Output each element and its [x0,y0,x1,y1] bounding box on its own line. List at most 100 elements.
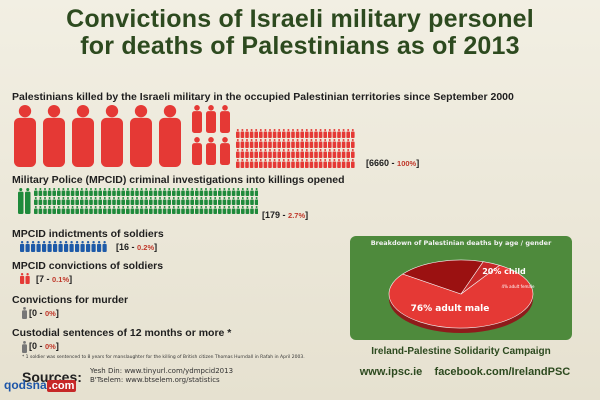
person-icon [66,188,70,196]
person-icon [272,149,277,158]
person-icon [245,149,249,158]
person-icon [176,197,181,205]
person-icon [84,188,89,196]
person-icon [199,197,204,205]
person-icon [351,139,355,148]
campaign-name: Ireland-Palestine Solidarity Campaign [371,346,551,357]
person-icon [250,188,254,196]
person-icon [89,188,93,196]
person-icon [240,139,245,148]
person-icon [43,206,47,214]
person-icon [20,241,25,252]
person-icon [107,188,112,196]
person-icon [98,206,102,214]
person-icon [249,149,254,158]
person-icon [222,188,227,196]
investigations-label: Military Police (MPCID) criminal investi… [12,174,345,186]
person-icon [149,197,153,205]
person-icon [254,188,258,196]
person-icon [245,159,249,168]
person-icon [236,149,240,158]
person-icon [22,341,27,353]
person-icon [236,129,240,138]
person-icon [346,139,350,148]
person-icon [52,188,56,196]
person-icon [64,241,69,252]
person-icon [159,105,181,167]
person-icon [341,149,346,158]
person-icon [268,149,272,158]
pie-label: 4% adult female [502,284,535,289]
person-icon [112,197,116,205]
killed-label: Palestinians killed by the Israeli milit… [12,91,514,103]
person-icon [176,206,181,214]
person-icon [259,159,263,168]
person-icon [75,188,79,196]
person-icon [277,159,281,168]
person-icon [314,139,318,148]
person-icon [305,149,309,158]
person-icon [80,206,84,214]
indictments-label: MPCID indictments of soldiers [12,228,164,240]
person-icon [245,188,250,196]
custodial-label: Custodial sentences of 12 months or more… [12,327,232,339]
custodial-count: [0 - 0%] [29,341,59,351]
person-icon [300,149,304,158]
person-icon [61,206,66,214]
murder-icons [20,307,30,319]
person-icon [268,129,272,138]
person-icon [130,188,135,196]
person-icon [241,188,245,196]
person-icon [103,197,107,205]
person-icon [245,206,250,214]
person-icon [263,149,268,158]
indictments-icons [20,241,110,253]
killed-icons [14,103,364,169]
person-icon [181,206,185,214]
person-icon [172,197,176,205]
website-link[interactable]: www.ipsc.ie [359,366,423,378]
convictions-count: [7 - 0.1%] [36,274,73,284]
person-icon [181,188,185,196]
person-icon [75,241,80,252]
person-icon [332,139,337,148]
person-icon [31,241,36,252]
person-icon [254,149,258,158]
person-icon [259,129,263,138]
person-icon [351,129,355,138]
person-icon [14,105,36,167]
person-icon [89,206,93,214]
person-icon [208,197,213,205]
person-icon [240,159,245,168]
facebook-link[interactable]: facebook.com/IrelandPSC [434,366,571,378]
person-icon [103,188,107,196]
person-icon [351,159,355,168]
person-icon [206,137,216,165]
person-icon [222,197,227,205]
person-icon [149,188,153,196]
person-icon [236,206,240,214]
person-icon [199,206,204,214]
person-icon [42,241,47,252]
person-icon [102,241,107,252]
person-icon [337,129,341,138]
person-icon [291,139,295,148]
person-icon [227,197,231,205]
person-icon [328,159,332,168]
pie-label: 76% adult male [411,304,490,314]
person-icon [53,241,58,252]
person-icon [341,159,346,168]
person-icon [144,188,148,196]
person-icon [318,159,323,168]
person-icon [305,129,309,138]
person-icon [222,206,227,214]
person-icon [318,149,323,158]
person-icon [52,197,56,205]
person-icon [112,206,116,214]
person-icon [295,129,300,138]
person-icon [116,188,121,196]
person-icon [43,188,47,196]
person-icon [268,139,272,148]
person-icon [47,188,52,196]
person-icon [84,197,89,205]
